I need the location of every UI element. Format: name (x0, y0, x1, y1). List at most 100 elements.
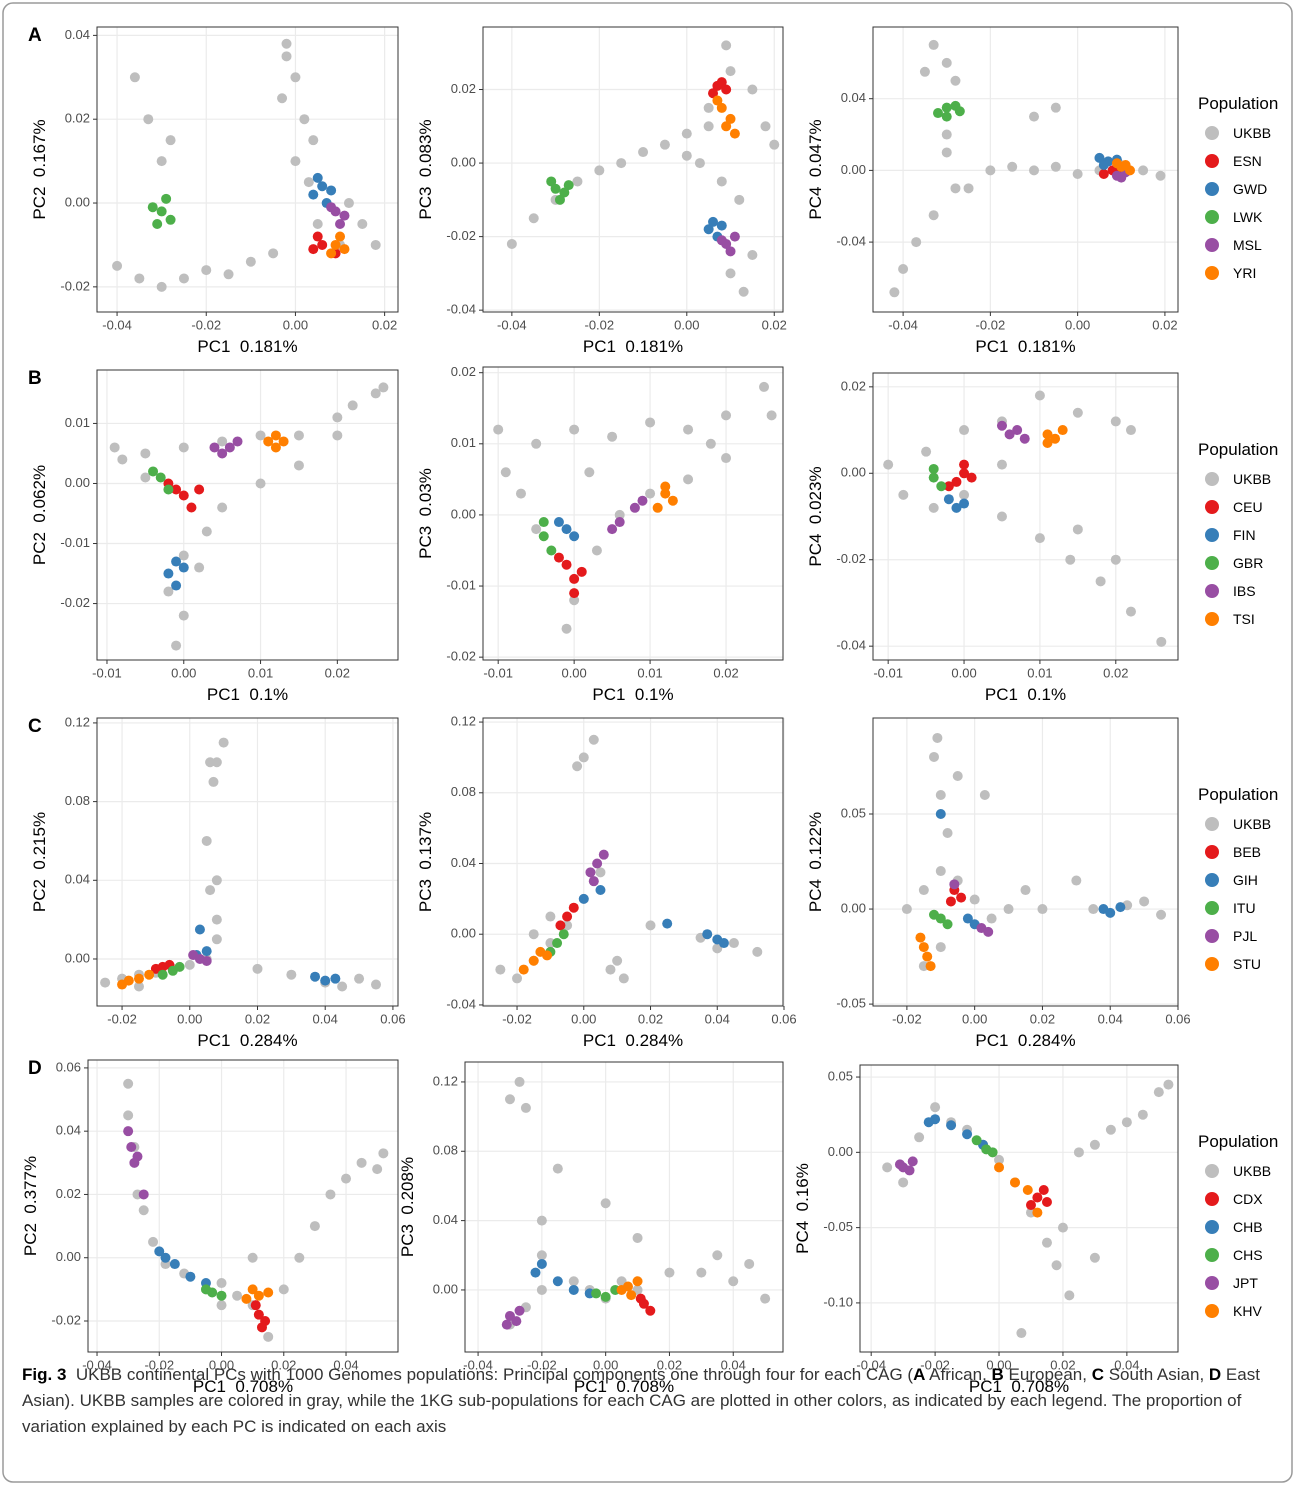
y-tick-label: 0.04 (65, 27, 90, 42)
point (211, 934, 222, 945)
point (286, 969, 297, 980)
point (728, 938, 739, 949)
y-tick-label: 0.04 (65, 872, 90, 887)
point (536, 1215, 547, 1226)
point (681, 150, 692, 161)
point (290, 72, 301, 83)
point (928, 472, 939, 483)
point (161, 193, 172, 204)
legend-swatch (1205, 210, 1219, 224)
legend-label: YRI (1233, 265, 1256, 281)
point (143, 114, 154, 125)
point (568, 902, 579, 913)
point (335, 231, 346, 242)
point (148, 1236, 159, 1247)
point (766, 410, 777, 421)
caption-text: C (1091, 1365, 1104, 1384)
x-tick-label: 0.00 (1065, 317, 1090, 332)
point (930, 1102, 941, 1113)
point (637, 495, 648, 506)
point (495, 964, 506, 975)
x-tick-label: 0.06 (771, 1011, 796, 1026)
x-tick-label: 0.02 (762, 317, 787, 332)
point (281, 38, 292, 49)
point (559, 187, 570, 198)
plot-border (859, 1064, 1179, 1353)
point (194, 484, 205, 495)
point (232, 1290, 243, 1301)
y-tick-label: 0.00 (65, 475, 90, 490)
legend-label: IBS (1233, 583, 1256, 599)
point (171, 556, 182, 567)
x-tick-label: 0.00 (986, 1357, 1011, 1372)
point (1155, 170, 1166, 181)
y-tick-label: 0.12 (65, 714, 90, 729)
point (941, 111, 952, 122)
x-tick-label: -0.02 (585, 317, 615, 332)
point (595, 867, 606, 878)
x-tick-label: -0.02 (976, 317, 1006, 332)
x-tick-label: -0.04 (102, 317, 132, 332)
point (588, 876, 599, 887)
point (645, 417, 656, 428)
point (712, 95, 723, 106)
point (1163, 1079, 1174, 1090)
legend-swatch (1205, 1304, 1219, 1318)
point (925, 961, 936, 972)
point (326, 248, 337, 259)
point (1137, 1109, 1148, 1120)
point (317, 181, 328, 192)
point (554, 194, 565, 205)
point (966, 472, 977, 483)
point (933, 108, 944, 119)
point (616, 158, 627, 169)
point (914, 1132, 925, 1143)
point (696, 1267, 707, 1278)
legend-label: KHV (1233, 1303, 1262, 1319)
point (572, 176, 583, 187)
point (326, 202, 337, 213)
point (493, 424, 504, 435)
point (1038, 1184, 1049, 1195)
y-axis-label: PC2 0.215% (30, 812, 49, 912)
point (290, 156, 301, 167)
x-axis-label: PC1 0.1% (985, 685, 1066, 704)
point (667, 495, 678, 506)
y-tick-label: 0.02 (451, 364, 476, 379)
x-tick-label: -0.04 (463, 1357, 493, 1372)
point (545, 911, 556, 922)
panel-label: C (28, 716, 42, 737)
y-tick-label: 0.12 (433, 1073, 458, 1088)
x-tick-label: 0.01 (1027, 665, 1052, 680)
legend-label: FIN (1233, 527, 1256, 543)
legend-swatch (1205, 266, 1219, 280)
point (962, 913, 973, 924)
point (217, 502, 228, 513)
x-tick-label: 0.00 (951, 665, 976, 680)
point (546, 176, 557, 187)
point (252, 963, 263, 974)
point (354, 973, 365, 984)
y-tick-label: 0.02 (56, 1186, 81, 1201)
y-axis-label: PC2 0.377% (21, 1156, 40, 1256)
point (117, 454, 128, 465)
point (598, 849, 609, 860)
y-tick-label: 0.00 (451, 506, 476, 521)
x-tick-label: -0.01 (92, 665, 122, 680)
legend-label: MSL (1233, 237, 1262, 253)
legend-swatch (1205, 845, 1219, 859)
legend-label: CHS (1233, 1247, 1263, 1263)
point (943, 494, 954, 505)
x-tick-label: 0.00 (593, 1357, 618, 1372)
point (303, 177, 314, 188)
point (1051, 1260, 1062, 1271)
x-tick-label: 0.04 (333, 1357, 358, 1372)
y-tick-label: -0.02 (60, 278, 90, 293)
y-tick-label: -0.02 (51, 1312, 81, 1327)
point (744, 1258, 755, 1269)
point (1042, 438, 1053, 449)
point (935, 789, 946, 800)
x-tick-label: 0.00 (571, 1011, 596, 1026)
y-tick-label: 0.02 (65, 111, 90, 126)
plot-border (872, 26, 1179, 313)
